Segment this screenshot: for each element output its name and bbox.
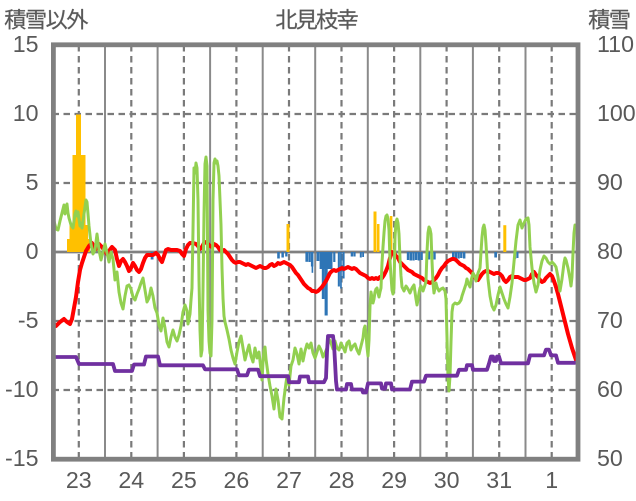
svg-text:-5: -5 xyxy=(18,307,39,333)
svg-text:15: 15 xyxy=(13,31,39,57)
svg-text:25: 25 xyxy=(171,467,197,493)
svg-text:90: 90 xyxy=(597,169,623,195)
svg-text:1: 1 xyxy=(545,467,558,493)
svg-text:27: 27 xyxy=(276,467,302,493)
svg-text:-10: -10 xyxy=(5,376,39,402)
svg-text:10: 10 xyxy=(13,100,39,126)
svg-text:26: 26 xyxy=(224,467,250,493)
svg-text:5: 5 xyxy=(26,169,39,195)
svg-text:-15: -15 xyxy=(5,445,39,471)
svg-text:24: 24 xyxy=(118,467,144,493)
svg-text:28: 28 xyxy=(329,467,355,493)
svg-text:110: 110 xyxy=(597,31,634,57)
svg-text:80: 80 xyxy=(597,238,623,264)
svg-text:50: 50 xyxy=(597,445,623,471)
svg-text:23: 23 xyxy=(66,467,92,493)
svg-text:29: 29 xyxy=(381,467,407,493)
svg-text:31: 31 xyxy=(486,467,512,493)
svg-text:0: 0 xyxy=(26,238,39,264)
svg-text:100: 100 xyxy=(597,100,636,126)
svg-text:70: 70 xyxy=(597,307,623,333)
svg-text:60: 60 xyxy=(597,376,623,402)
svg-text:30: 30 xyxy=(434,467,460,493)
